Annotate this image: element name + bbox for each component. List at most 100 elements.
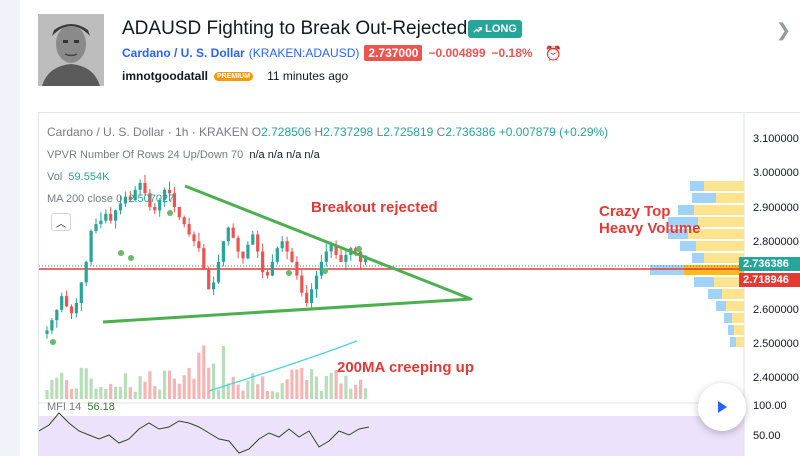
volume-bar [65, 380, 69, 399]
vpvr-row-up [694, 277, 714, 287]
vpvr-row-down [704, 253, 744, 263]
vpvr-row-down [704, 181, 744, 191]
candle-body [94, 224, 98, 231]
ohlc-h-label: H [314, 125, 324, 139]
price-axis-tick: 2.400000 [753, 372, 799, 384]
price-change: −0.004899 [428, 46, 486, 60]
ma-value: 2.507027 [128, 193, 175, 205]
volume-bar [60, 372, 64, 399]
close-icon[interactable]: ❯ [776, 20, 792, 40]
volume-bar [285, 379, 289, 399]
candle-body [99, 220, 103, 225]
candle-body [109, 213, 113, 221]
candle-body [226, 227, 230, 242]
volume-bar [123, 373, 127, 399]
candle-body [334, 244, 338, 255]
candle-body [329, 244, 333, 252]
volume-bar [153, 386, 157, 399]
price-axis-tick: 2.500000 [753, 338, 799, 350]
long-badge-label: LONG [485, 23, 517, 35]
candle-body [192, 234, 196, 242]
volume-bar [69, 388, 74, 399]
volume-bar [236, 384, 240, 399]
candle-body [182, 217, 186, 225]
candle-body [280, 241, 284, 249]
candle-body [197, 241, 201, 249]
vpvr-row-up [678, 205, 694, 215]
volume-bar [363, 388, 368, 399]
candle-body [221, 241, 225, 262]
symbol-link[interactable]: Cardano / U. S. Dollar [122, 46, 245, 60]
mfi-line [39, 412, 370, 454]
ma-label: MA 200 close 0 [47, 193, 123, 205]
vpvr-values: n/a n/a n/a n/a [249, 149, 320, 161]
volume-label: Vol [47, 171, 63, 183]
candle-body [251, 234, 255, 245]
vpvr-row-down [716, 193, 744, 203]
candle-body [290, 251, 294, 262]
price-axis-tick: 2.600000 [753, 304, 799, 316]
candle-body [207, 268, 211, 290]
volume-bar [300, 367, 304, 399]
volume-bar [55, 377, 59, 399]
volume-bar [280, 383, 284, 399]
candle-body [167, 189, 172, 194]
volume-bar [261, 376, 265, 399]
candle-body [45, 330, 49, 334]
ohlc-o-label: O [251, 125, 262, 139]
ohlc-close: 2.736386 [445, 125, 496, 139]
ohlc-change: +0.007879 (+0.29%) [498, 125, 609, 139]
vpvr-row-down [732, 313, 744, 323]
symbol-exchange[interactable]: (KRAKEN:ADAUSD) [248, 46, 360, 60]
ohlc-open: 2.728506 [261, 125, 312, 139]
volume-bar [202, 345, 206, 399]
play-icon [718, 401, 727, 413]
volume-bar [275, 392, 279, 399]
long-badge: LONG [468, 20, 522, 38]
symbol-row: Cardano / U. S. Dollar (KRAKEN:ADAUSD) 2… [122, 44, 562, 62]
candle-body [295, 261, 299, 276]
volume-bar [324, 376, 328, 399]
volume-bar [143, 381, 147, 399]
volume-bar [241, 390, 245, 399]
signal-dot [50, 339, 56, 345]
vpvr-row-down [714, 277, 744, 287]
volume-bar [197, 352, 201, 399]
signal-dot [167, 210, 173, 216]
author-avatar[interactable] [38, 14, 104, 86]
signal-dot [322, 268, 328, 274]
candle-body [104, 213, 108, 221]
volume-bar [109, 383, 113, 399]
level-price-tag: 2.718946 [739, 273, 800, 287]
candle-body [138, 182, 142, 190]
ma-legend: MA 200 close 0 2.507027 [47, 193, 174, 205]
alarm-clock-icon[interactable]: ⏰ [544, 44, 562, 61]
vpvr-row-down [736, 337, 744, 347]
author-name[interactable]: imnotgoodatall [122, 69, 208, 83]
triangle-trendline [102, 184, 473, 324]
candle-body [123, 196, 127, 204]
volume-bars [45, 345, 368, 399]
candle-body [143, 182, 147, 194]
posted-time: 11 minutes ago [267, 69, 349, 83]
volume-bar [104, 389, 108, 399]
volume-bar [99, 386, 103, 399]
volume-bar [231, 376, 235, 399]
volume-bar [163, 370, 167, 399]
trend-up-arrow-icon [473, 26, 482, 33]
signal-dot [286, 270, 292, 276]
volume-bar [192, 378, 196, 399]
play-button[interactable] [698, 383, 746, 431]
candle-body [69, 306, 74, 314]
volume-bar [354, 384, 358, 399]
price-change-percent: −0.18% [491, 46, 533, 60]
volume-bar [310, 369, 314, 399]
chart-area[interactable]: Cardano / U. S. Dollar · 1h · KRAKEN O2.… [38, 112, 800, 456]
vpvr-profile [650, 181, 744, 347]
vpvr-legend: VPVR Number Of Rows 24 Up/Down 70 n/a n/… [47, 149, 320, 161]
chevron-up-icon[interactable]: ︿ [51, 213, 71, 231]
vpvr-row-up [668, 229, 688, 239]
ohlc-high: 2.737298 [323, 125, 374, 139]
volume-bar [270, 391, 274, 399]
candle-body [133, 189, 137, 201]
